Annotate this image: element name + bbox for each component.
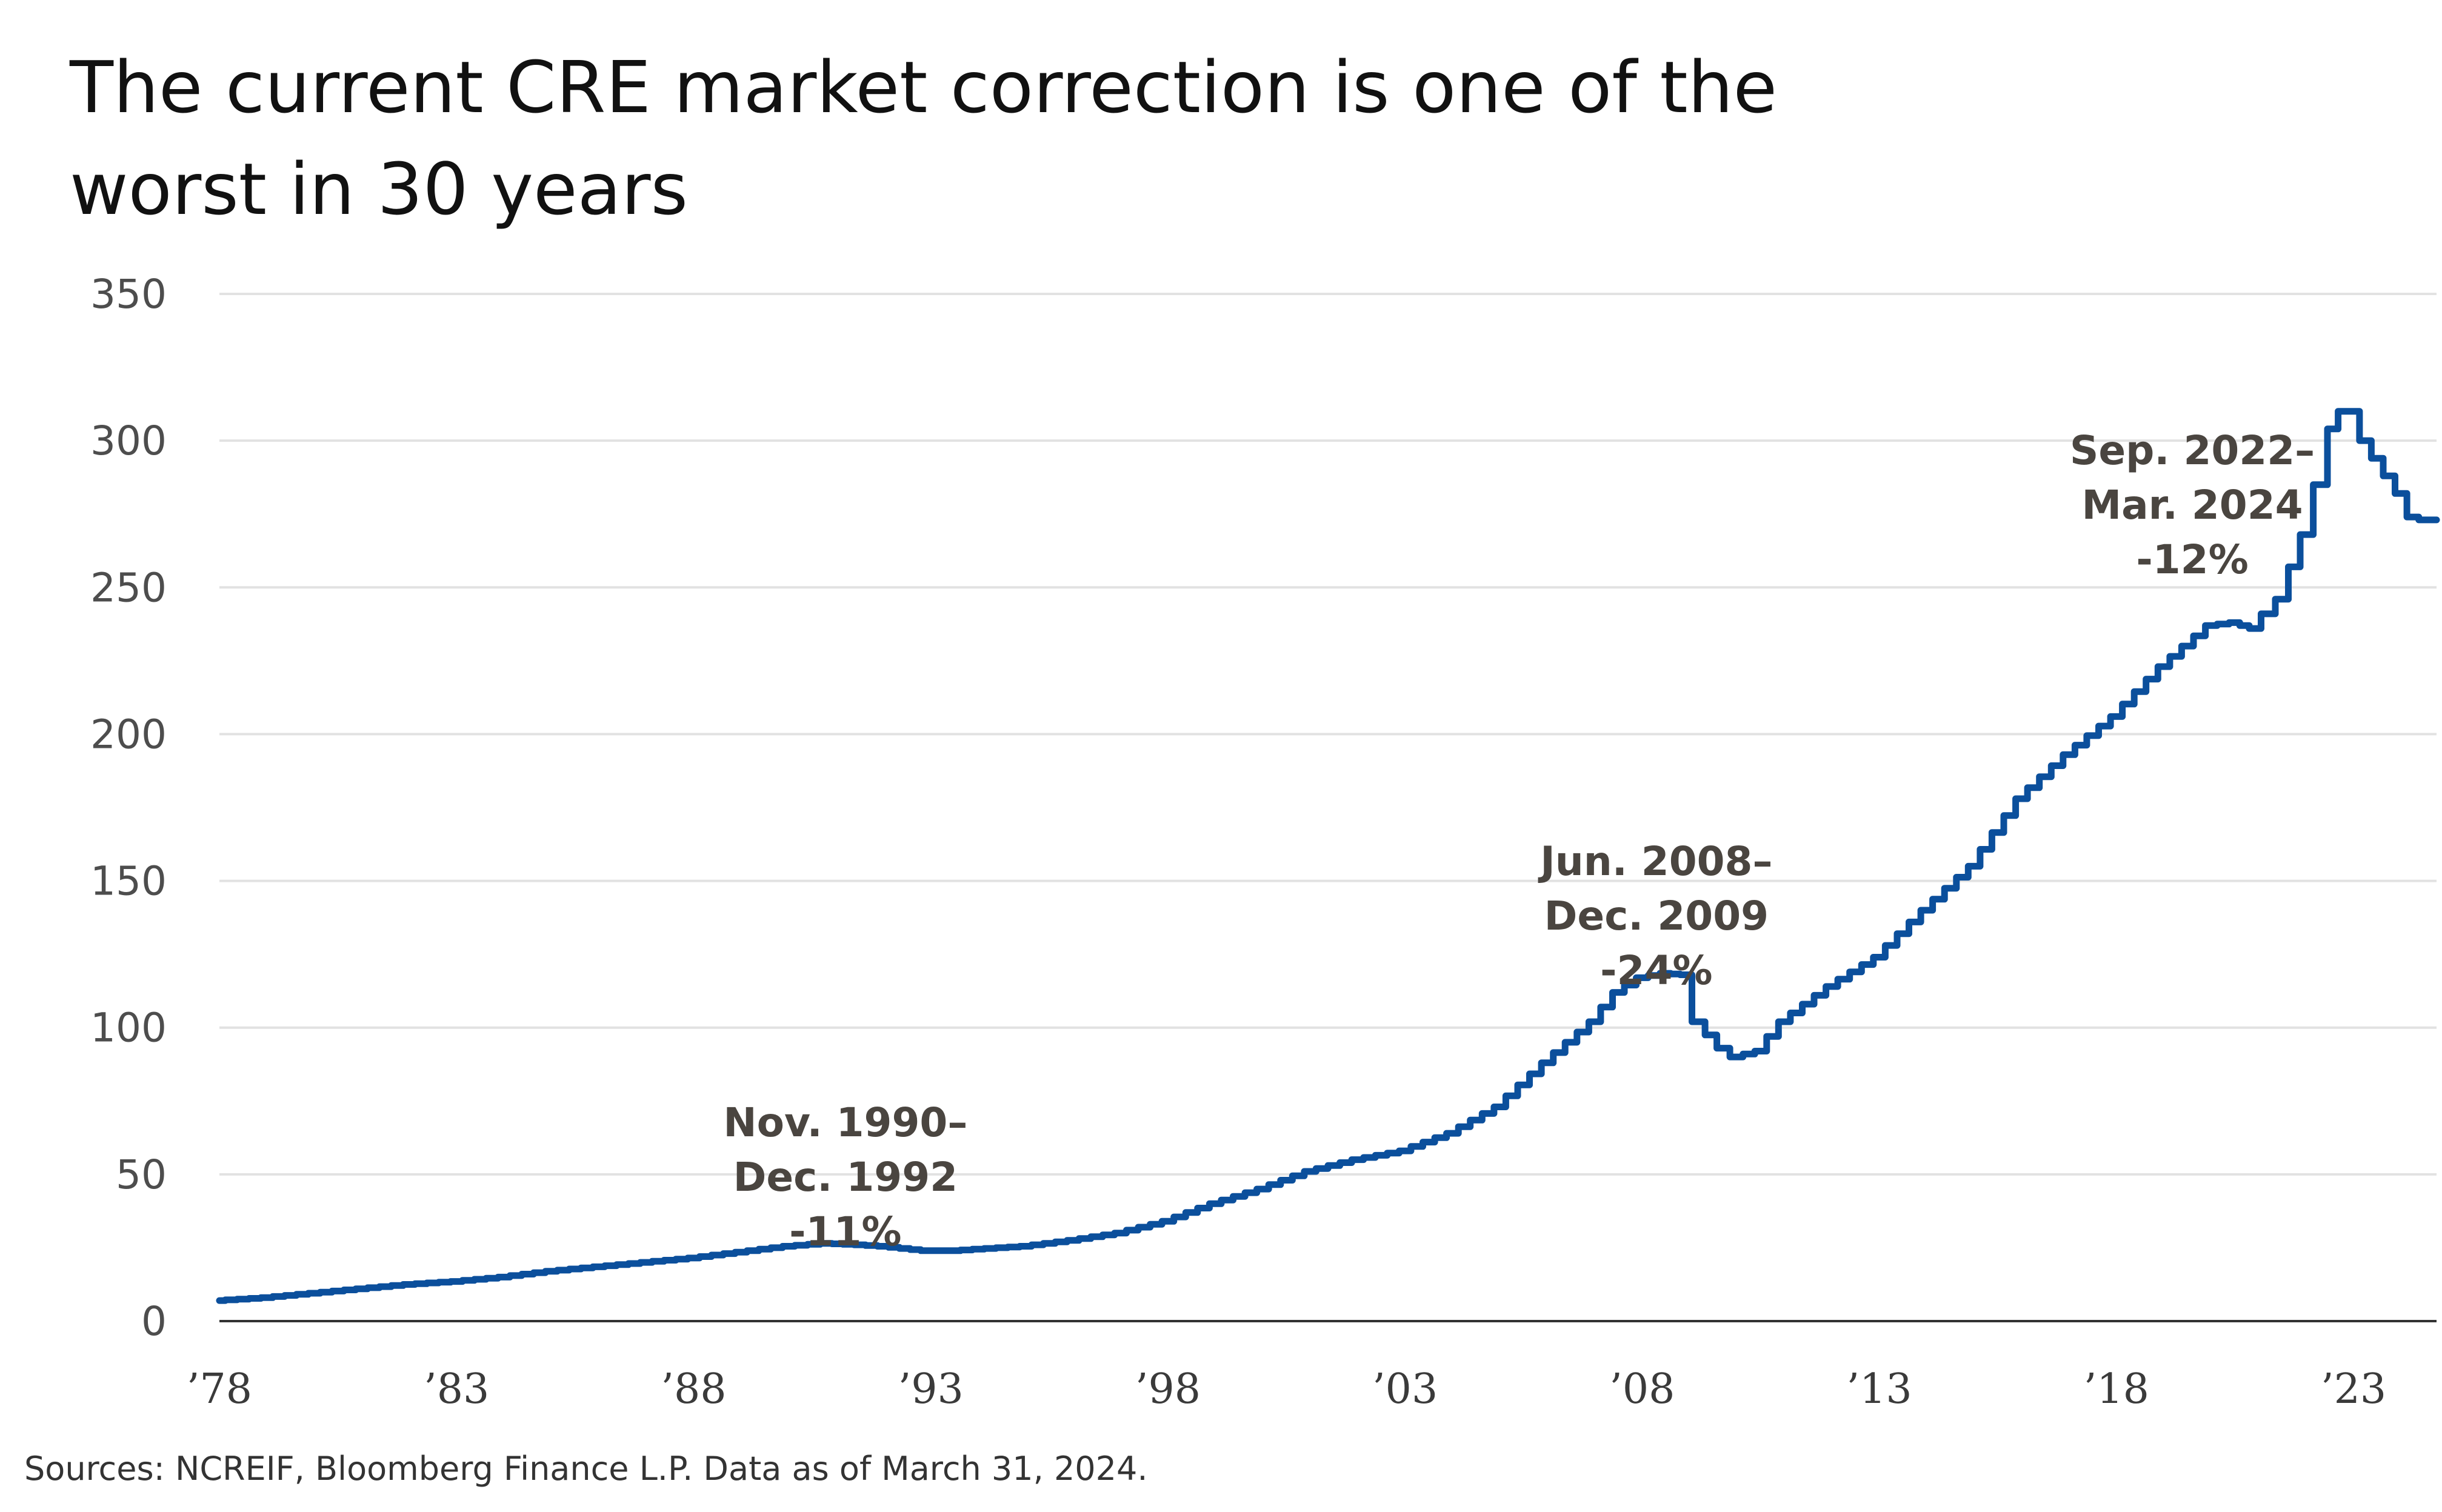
y-tick-label-350: 350 [90,271,167,318]
y-tick-label-200: 200 [90,711,167,758]
series-layer [216,408,2440,1304]
x-tick-label-1978: ’78 [187,1365,252,1413]
annotation-1: Jun. 2008– Dec. 2009 -24% [1538,838,1772,994]
x-tick-label-2003: ’03 [1372,1365,1438,1413]
annotation-0-line-2: -11% [789,1208,901,1255]
y-tick-label-0: 0 [141,1298,167,1345]
x-tick-label-1993: ’93 [898,1365,964,1413]
annotation-0: Nov. 1990– Dec. 1992 -11% [723,1099,967,1255]
y-tick-label-100: 100 [90,1005,167,1051]
source-note: Sources: NCREIF, Bloomberg Finance L.P. … [24,1450,1148,1488]
y-tick-label-300: 300 [90,418,167,464]
annotation-0-line-0: Nov. 1990– [723,1099,967,1146]
annotation-2-line-1: Mar. 2024 [2081,482,2303,528]
x-tick-label-2013: ’13 [1847,1365,1912,1413]
x-axis-ticks: ’78 ’83 ’88 ’93 ’98 ’03 ’08 ’13 ’18 ’23 [187,1365,2386,1413]
x-tick-label-1998: ’98 [1135,1365,1201,1413]
annotation-1-line-1: Dec. 2009 [1544,893,1769,939]
y-tick-label-150: 150 [90,858,167,905]
x-tick-label-2023: ’23 [2321,1365,2386,1413]
series-line-0 [216,408,2440,1304]
chart-title-line-1: The current CRE market correction is one… [70,45,1778,129]
annotation-2-line-2: -12% [2136,536,2248,583]
x-tick-label-1983: ’83 [424,1365,489,1413]
y-tick-label-250: 250 [90,564,167,611]
y-tick-label-50: 50 [116,1151,167,1198]
x-tick-label-2018: ’18 [2084,1365,2149,1413]
x-tick-label-2008: ’08 [1609,1365,1675,1413]
annotation-2-line-0: Sep. 2022– [2070,427,2315,474]
annotations: Nov. 1990– Dec. 1992 -11% Jun. 2008– Dec. 20… [723,427,2315,1255]
x-tick-label-1988: ’88 [661,1365,726,1413]
y-axis-ticks: 0 50 100 150 200 250 300 350 [90,271,167,1345]
annotation-1-line-0: Jun. 2008– [1538,838,1772,885]
annotation-2: Sep. 2022– Mar. 2024 -12% [2070,427,2315,583]
gridlines [219,293,2437,1322]
annotation-1-line-2: -24% [1600,947,1712,994]
annotation-0-line-1: Dec. 1992 [733,1154,958,1201]
chart-title-line-2: worst in 30 years [70,147,688,231]
chart-title: The current CRE market correction is one… [70,36,1888,240]
